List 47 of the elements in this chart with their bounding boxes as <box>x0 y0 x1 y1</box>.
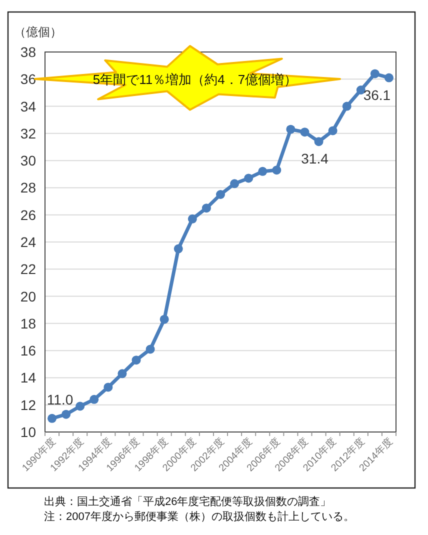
y-tick-label: 36 <box>20 71 36 88</box>
y-axis-title: （億個） <box>14 25 62 39</box>
point <box>48 414 57 423</box>
data-label: 11.0 <box>46 391 74 408</box>
point <box>258 166 268 176</box>
y-tick-label: 18 <box>20 315 36 332</box>
point <box>216 190 225 199</box>
y-tick-label: 16 <box>20 342 36 359</box>
y-tick-label: 14 <box>20 370 36 386</box>
point <box>314 137 324 146</box>
point <box>174 244 183 254</box>
data-label: 31.4 <box>301 150 329 167</box>
y-tick-label: 32 <box>20 125 36 142</box>
point <box>356 86 366 94</box>
y-tick-label: 10 <box>20 424 36 440</box>
point <box>370 69 380 78</box>
point <box>342 102 352 111</box>
point <box>90 394 99 404</box>
point <box>230 179 240 188</box>
point <box>188 214 197 224</box>
point <box>328 126 338 136</box>
point <box>62 410 71 419</box>
y-tick-label: 26 <box>20 206 36 223</box>
y-tick-label: 28 <box>20 180 36 196</box>
text: 注：2007年度から郵便事業（株）の取扱個数も計上している。 <box>44 510 354 523</box>
data-label: 36.1 <box>363 86 391 103</box>
source-note: 出典：国土交通省「平成26年度宅配便等取扱個数の調査」 <box>44 495 332 508</box>
y-tick-label: 30 <box>20 152 36 169</box>
point <box>76 402 85 411</box>
point <box>118 369 127 378</box>
y-tick-label: 34 <box>20 98 36 114</box>
point <box>132 356 141 365</box>
y-tick-label: 38 <box>20 44 36 60</box>
point <box>104 382 113 392</box>
point <box>384 73 394 82</box>
y-tick-label: 12 <box>20 396 36 413</box>
point <box>160 314 169 324</box>
point <box>300 128 310 137</box>
y-tick-label: 22 <box>20 261 36 278</box>
annotation: 5年間で11％増加（約4．7億個増） <box>92 72 298 87</box>
point <box>146 344 155 354</box>
point <box>202 204 211 213</box>
point <box>272 166 282 175</box>
point <box>286 124 296 134</box>
y-tick-label: 24 <box>20 234 36 250</box>
point <box>244 174 254 183</box>
y-tick-label: 20 <box>20 288 36 304</box>
